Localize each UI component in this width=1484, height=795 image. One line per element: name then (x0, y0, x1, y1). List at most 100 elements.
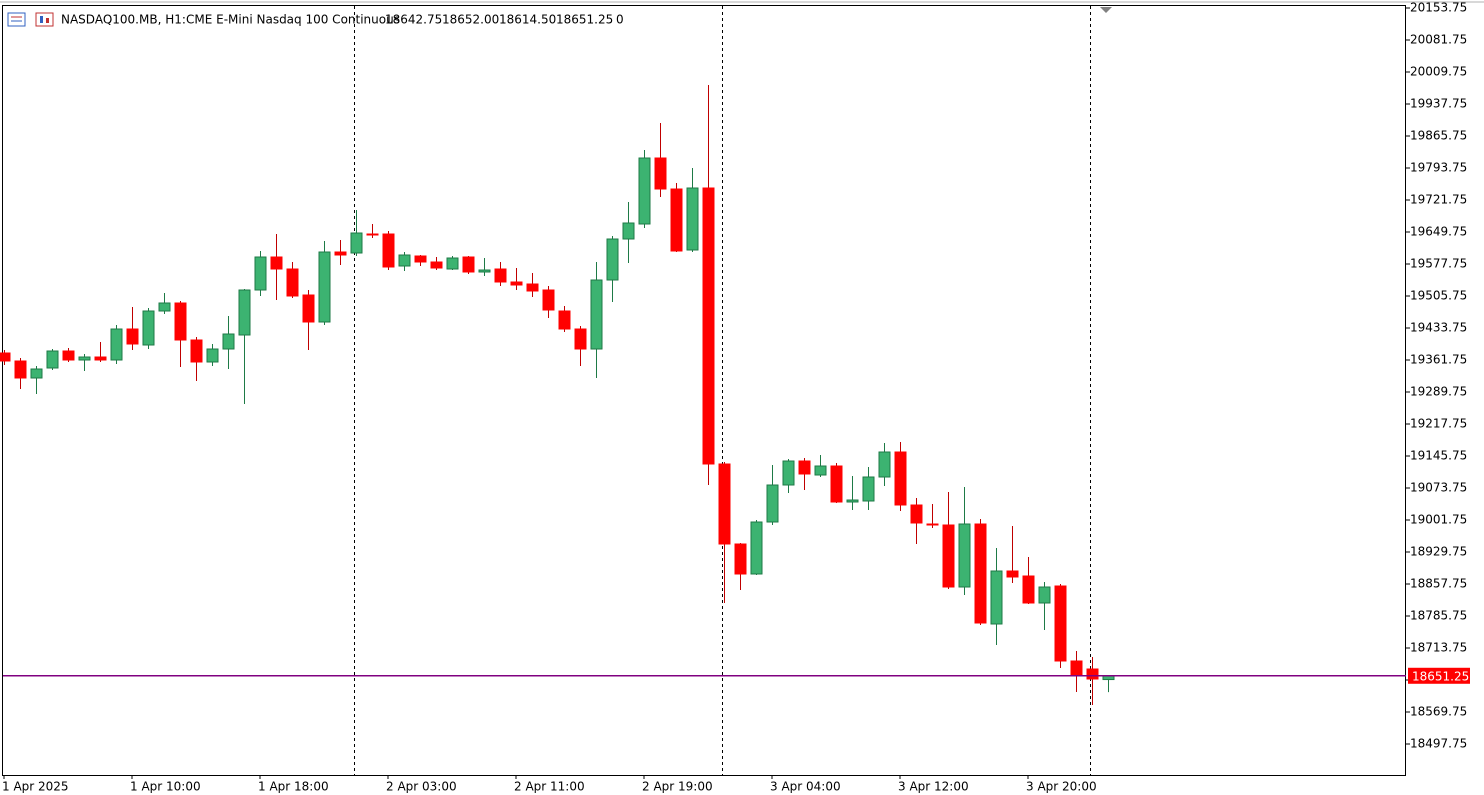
candle-body (718, 463, 731, 545)
candle-body (0, 352, 11, 362)
y-tick-label: 19433.75 (1410, 321, 1467, 335)
candle-body (430, 261, 443, 269)
x-tick-label: 2 Apr 11:00 (514, 780, 585, 794)
candle-body (366, 233, 379, 236)
candle-body (142, 310, 155, 346)
candle-body (94, 356, 107, 361)
candle-body (734, 543, 747, 575)
y-tick-label: 19073.75 (1410, 481, 1467, 495)
icon (46, 18, 49, 23)
candle-body (926, 523, 939, 526)
candle-body (958, 523, 971, 588)
candle-body (830, 465, 843, 503)
x-tick-label: 3 Apr 20:00 (1026, 780, 1097, 794)
y-tick-label: 18497.75 (1410, 737, 1467, 751)
candle-body (814, 465, 827, 476)
candle-body (158, 302, 171, 312)
icon (40, 16, 43, 23)
candle-body (782, 460, 795, 486)
description: CME E-Mini Nasdaq 100 Continuous (186, 13, 400, 27)
y-tick-label: 19793.75 (1410, 161, 1467, 175)
y-tick-label: 19937.75 (1410, 97, 1467, 111)
candle-body (1038, 586, 1051, 604)
y-tick-label: 19649.75 (1410, 225, 1467, 239)
candle-body (606, 238, 619, 281)
y-tick-label: 19145.75 (1410, 449, 1467, 463)
last-price-label: 18651.25 (1412, 669, 1469, 683)
candle-body (526, 283, 539, 292)
y-tick-label: 18569.75 (1410, 705, 1467, 719)
candle-body (654, 157, 667, 190)
candle-body (574, 328, 587, 350)
x-tick-label: 1 Apr 10:00 (130, 780, 201, 794)
candle-body (46, 350, 59, 369)
y-tick-label: 18857.75 (1410, 577, 1467, 591)
x-tick-label: 1 Apr 18:00 (258, 780, 329, 794)
candle-body (1022, 575, 1035, 604)
candle-body (1006, 570, 1019, 578)
candle-body (174, 302, 187, 341)
header-icons (7, 12, 54, 27)
candle-body (910, 504, 923, 524)
candle-body (702, 187, 715, 465)
candle-body (286, 268, 299, 297)
candle-body (206, 348, 219, 363)
candle-body (862, 476, 875, 502)
y-tick-label: 19217.75 (1410, 417, 1467, 431)
candle-body (62, 350, 75, 361)
y-tick-label: 19577.75 (1410, 257, 1467, 271)
candle-body (590, 279, 603, 350)
y-tick-label: 20009.75 (1410, 65, 1467, 79)
candle-body (1086, 668, 1099, 680)
candle-body (14, 360, 27, 379)
high-label: 18652.00 (442, 13, 499, 27)
plot-frame (2, 5, 1406, 776)
candle-body (238, 289, 251, 336)
candle-body (670, 188, 683, 252)
candle-body (638, 157, 651, 225)
candle-body (318, 251, 331, 323)
shift-marker (1100, 7, 1112, 13)
candle-body (414, 255, 427, 263)
candle-body (270, 256, 283, 270)
candle-body (302, 294, 315, 323)
y-tick-label: 19865.75 (1410, 129, 1467, 143)
x-tick-label: 1 Apr 2025 (2, 780, 69, 794)
y-tick-label: 20081.75 (1410, 33, 1467, 47)
y-tick-label: 18929.75 (1410, 545, 1467, 559)
open-label: 18642.75 (385, 13, 442, 27)
candle-body (798, 460, 811, 475)
candle-body (974, 523, 987, 624)
candle-body (110, 328, 123, 361)
icon (7, 12, 26, 27)
candle-body (254, 256, 267, 291)
symbol: NASDAQ100.MB, H1: (61, 13, 186, 27)
candle-body (766, 484, 779, 523)
y-tick-label: 18785.75 (1410, 609, 1467, 623)
candle-body (686, 187, 699, 251)
x-tick-label: 3 Apr 12:00 (898, 780, 969, 794)
candle-body (222, 333, 235, 350)
low-label: 18614.50 (499, 13, 556, 27)
candle-body (462, 256, 475, 273)
y-tick-label: 18713.75 (1410, 641, 1467, 655)
candle-body (334, 251, 347, 256)
candle-body (878, 451, 891, 478)
candle-body (1054, 585, 1067, 662)
candle-body (990, 570, 1003, 625)
candle-body (1070, 660, 1083, 677)
candle-body (750, 521, 763, 575)
icon (35, 12, 54, 27)
candle-body (510, 281, 523, 286)
candle-body (846, 499, 859, 503)
candle-body (398, 254, 411, 267)
candle-body (478, 269, 491, 273)
y-tick-label: 19361.75 (1410, 353, 1467, 367)
x-tick-label: 2 Apr 03:00 (386, 780, 457, 794)
x-tick-label: 3 Apr 04:00 (770, 780, 841, 794)
y-tick-label: 19505.75 (1410, 289, 1467, 303)
candle-body (542, 289, 555, 311)
y-tick-label: 20153.75 (1410, 1, 1467, 15)
candle-body (446, 257, 459, 270)
